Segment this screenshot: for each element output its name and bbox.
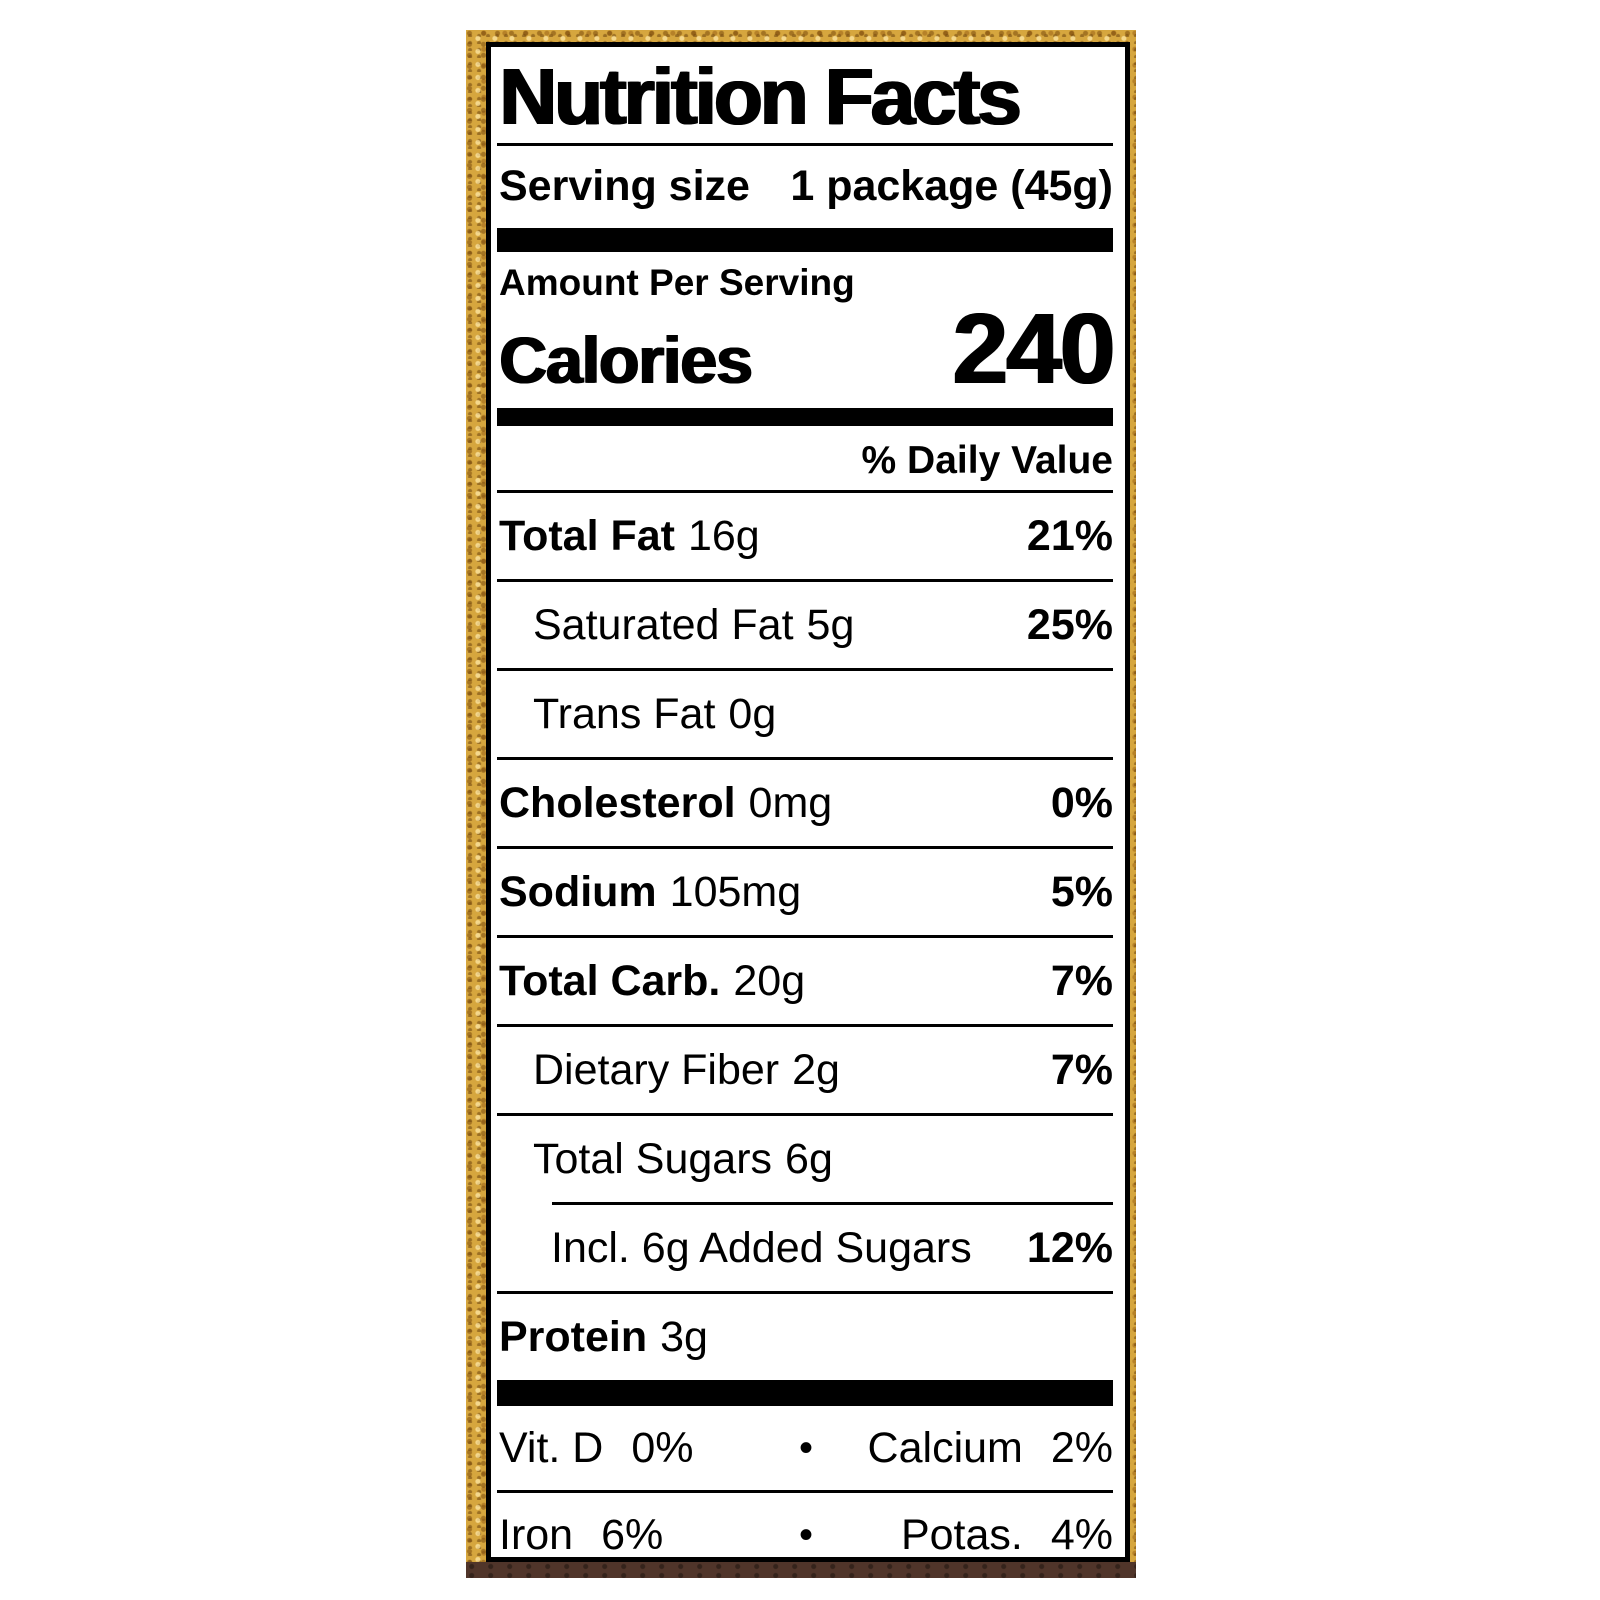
nutrient-name: Total Fat	[499, 511, 675, 560]
micro-right: Potas. 4%	[821, 1510, 1114, 1559]
divider	[497, 143, 1113, 146]
nutrient-name: Saturated Fat	[533, 600, 794, 649]
nutrient-daily-value: 25%	[1026, 600, 1113, 649]
nutrient-daily-value: 21%	[1026, 511, 1113, 560]
nutrient-row-sodium: Sodium 105mg 5%	[497, 849, 1113, 935]
divider-indented	[552, 1202, 1113, 1205]
nutrient-amount: 2g	[792, 1045, 840, 1094]
serving-size-label: Serving size	[499, 161, 750, 210]
divider	[497, 1291, 1113, 1294]
divider	[497, 490, 1113, 493]
nutrient-row-total-sugars: Total Sugars 6g	[497, 1116, 1113, 1202]
nutrient-daily-value: 7%	[1050, 1045, 1113, 1094]
nutrient-row-added-sugars: Incl. 6g Added Sugars 12%	[497, 1205, 1113, 1291]
nutrient-amount: 16g	[687, 511, 760, 560]
micro-left: Iron 6%	[499, 1510, 791, 1559]
micro-name: Iron	[499, 1510, 574, 1559]
divider	[497, 935, 1113, 938]
nutrient-row-total-carb: Total Carb. 20g 7%	[497, 938, 1113, 1024]
nutrient-amount: 5g	[806, 600, 855, 649]
nutrient-amount: 0mg	[748, 778, 833, 827]
bullet-separator: •	[799, 1425, 814, 1470]
divider	[497, 668, 1113, 671]
divider	[497, 757, 1113, 760]
micro-row-iron-potassium: Iron 6% • Potas. 4%	[497, 1493, 1114, 1559]
calories-label: Calories	[499, 323, 752, 397]
nutrient-daily-value: 5%	[1050, 867, 1113, 916]
micro-right: Calcium 2%	[821, 1424, 1113, 1473]
nutrient-row-protein: Protein 3g	[497, 1294, 1113, 1380]
nutrient-row-trans-fat: Trans Fat 0g	[497, 671, 1113, 757]
micro-value: 2%	[1050, 1423, 1114, 1472]
nutrient-row-saturated-fat: Saturated Fat 5g 25%	[497, 582, 1113, 668]
nutrient-row-cholesterol: Cholesterol 0mg 0%	[497, 760, 1113, 846]
nutrient-amount: 3g	[660, 1312, 708, 1361]
nutrient-row-dietary-fiber: Dietary Fiber 2g 7%	[497, 1027, 1113, 1113]
nutrient-amount: 6g	[785, 1134, 833, 1183]
micro-value: 4%	[1050, 1510, 1114, 1559]
thick-bar	[497, 228, 1113, 252]
nutrition-facts-label: Nutrition Facts Serving size 1 package (…	[486, 42, 1130, 1562]
thick-bar	[497, 1380, 1113, 1406]
thick-bar	[497, 408, 1113, 426]
micro-row-vitd-calcium: Vit. D 0% • Calcium 2%	[497, 1406, 1113, 1490]
nutrient-daily-value: 7%	[1050, 956, 1113, 1005]
package-bottom-strip	[466, 1562, 1136, 1578]
micro-value: 6%	[601, 1510, 664, 1559]
nutrient-daily-value: 12%	[1026, 1223, 1113, 1272]
nutrient-name: Protein	[499, 1312, 648, 1361]
micro-value: 0%	[631, 1423, 694, 1472]
micro-left: Vit. D 0%	[499, 1424, 791, 1473]
nutrient-name: Incl. 6g Added Sugars	[551, 1223, 972, 1272]
nutrient-row-total-fat: Total Fat 16g 21%	[497, 493, 1113, 579]
nutrient-name: Sodium	[499, 867, 657, 916]
nutrient-name: Total Carb.	[499, 956, 721, 1005]
micro-name: Vit. D	[499, 1423, 604, 1472]
nutrient-daily-value: 0%	[1050, 778, 1113, 827]
calories-value: 240	[952, 293, 1115, 405]
nutrient-name: Cholesterol	[499, 778, 736, 827]
serving-size-row: Serving size 1 package (45g)	[497, 146, 1113, 226]
nutrient-name: Trans Fat	[533, 689, 716, 738]
bullet-separator: •	[799, 1512, 814, 1557]
nutrient-amount: 105mg	[669, 867, 802, 916]
divider	[497, 846, 1113, 849]
calories-row: Calories 240	[497, 293, 1115, 408]
divider	[497, 1490, 1113, 1493]
serving-size-value: 1 package (45g)	[790, 161, 1113, 210]
daily-value-header: % Daily Value	[861, 439, 1113, 482]
nutrient-amount: 0g	[728, 689, 777, 738]
divider	[497, 1024, 1113, 1027]
amount-per-serving-label: Amount Per Serving	[499, 262, 855, 303]
label-title: Nutrition Facts	[499, 52, 1021, 141]
divider	[497, 579, 1113, 582]
divider	[497, 1113, 1113, 1116]
nutrient-amount: 20g	[733, 956, 806, 1005]
micro-name: Potas.	[900, 1510, 1023, 1559]
package-background: Nutrition Facts Serving size 1 package (…	[466, 30, 1136, 1578]
nutrient-name: Total Sugars	[533, 1134, 773, 1183]
nutrient-name: Dietary Fiber	[533, 1045, 780, 1094]
micro-name: Calcium	[867, 1423, 1023, 1472]
